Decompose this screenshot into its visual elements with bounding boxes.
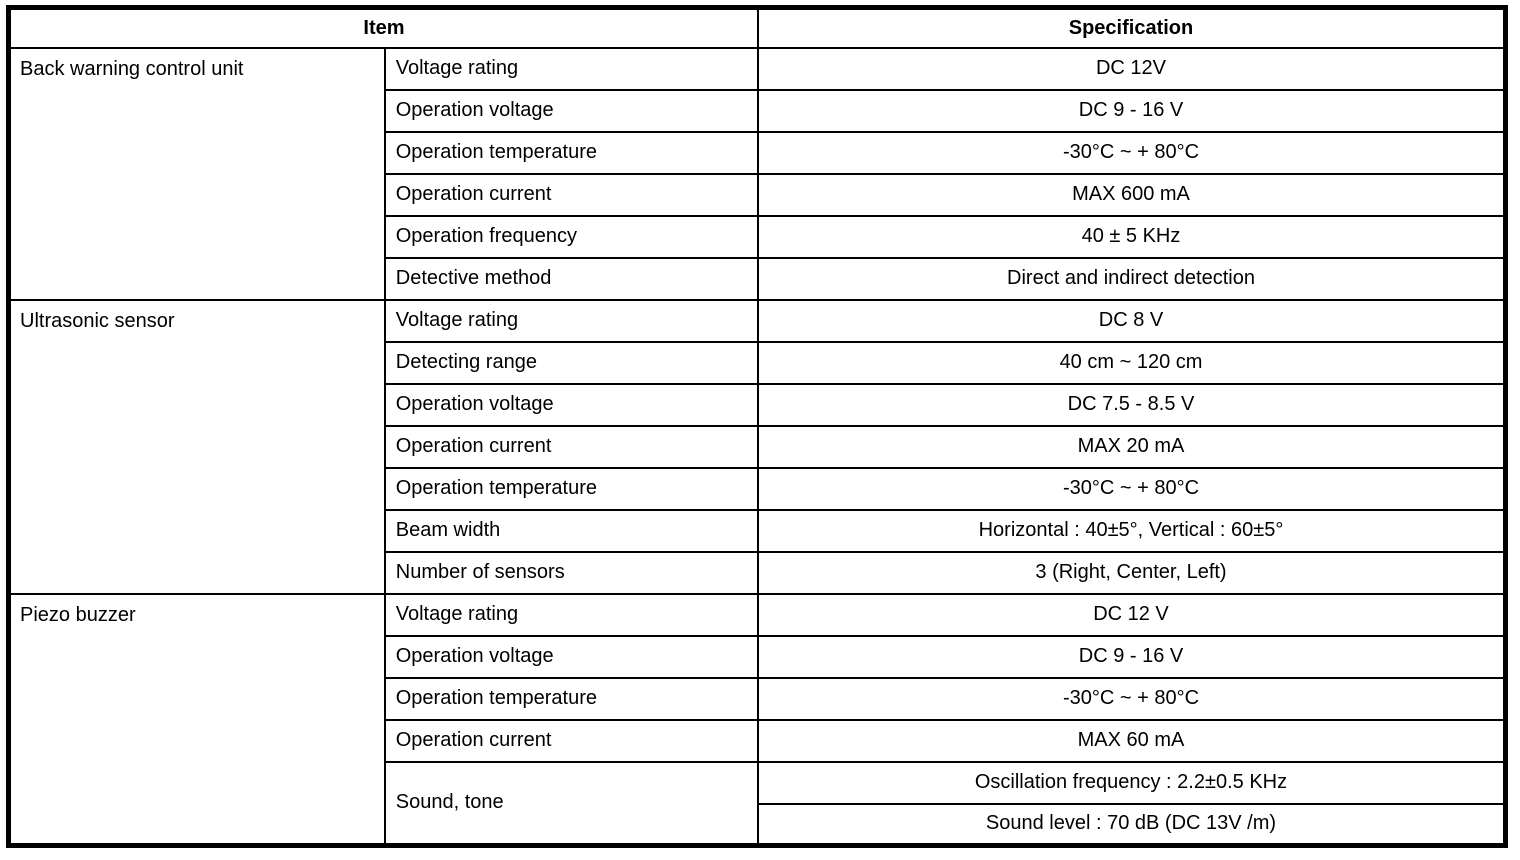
item-cell: Operation voltage <box>383 88 759 133</box>
spec-cell: -30°C ~ + 80°C <box>756 130 1507 175</box>
spec-cell: -30°C ~ + 80°C <box>756 466 1507 511</box>
spec-cell: DC 9 - 16 V <box>756 88 1507 133</box>
table-row: Sound, tone Oscillation frequency : 2.2±… <box>9 760 1507 847</box>
spec-cell: 40 cm ~ 120 cm <box>756 340 1507 385</box>
table-row: Beam width Horizontal : 40±5°, Vertical … <box>9 508 1507 553</box>
item-cell: Voltage rating <box>383 592 759 637</box>
spec-cell: DC 12 V <box>756 592 1507 637</box>
spec-cell: DC 9 - 16 V <box>756 634 1507 679</box>
table-row: Operation voltage DC 7.5 - 8.5 V <box>9 382 1507 427</box>
item-cell: Operation frequency <box>383 214 759 259</box>
group-cell-back-warning-control-unit: Back warning control unit <box>7 46 386 301</box>
item-cell: Beam width <box>383 508 759 553</box>
item-cell: Operation temperature <box>383 466 759 511</box>
table-row: Ultrasonic sensor Voltage rating DC 8 V <box>7 298 1507 595</box>
header-row: Item Specification <box>7 6 1507 49</box>
spec-cell: Horizontal : 40±5°, Vertical : 60±5° <box>756 508 1507 553</box>
table-row: Detective method Direct and indirect det… <box>9 256 1507 301</box>
spec-cell: 40 ± 5 KHz <box>756 214 1507 259</box>
spec-cell: DC 8 V <box>756 298 1507 343</box>
table-row: Operation current MAX 600 mA <box>9 172 1507 217</box>
spec-cell: Oscillation frequency : 2.2±0.5 KHz <box>756 760 1507 805</box>
item-cell: Number of sensors <box>383 550 759 595</box>
item-cell: Operation voltage <box>383 634 759 679</box>
item-cell: Operation current <box>383 172 759 217</box>
table-row: Operation current MAX 60 mA <box>9 718 1507 763</box>
item-cell: Detective method <box>383 256 759 301</box>
table-row: Operation temperature -30°C ~ + 80°C <box>9 676 1507 721</box>
spec-cell: MAX 60 mA <box>756 718 1507 763</box>
table-row: Detecting range 40 cm ~ 120 cm <box>9 340 1507 385</box>
group-cell-ultrasonic-sensor: Ultrasonic sensor <box>7 298 386 595</box>
table-row: Operation current MAX 20 mA <box>9 424 1507 469</box>
table-row: Operation temperature -30°C ~ + 80°C <box>9 466 1507 511</box>
item-cell: Operation current <box>383 718 759 763</box>
item-cell: Operation voltage <box>383 382 759 427</box>
item-cell: Operation temperature <box>383 130 759 175</box>
group-cell-piezo-buzzer: Piezo buzzer <box>7 592 386 847</box>
table-row: Back warning control unit Voltage rating… <box>7 46 1507 301</box>
spec-cell: DC 7.5 - 8.5 V <box>756 382 1507 427</box>
spec-cell: Direct and indirect detection <box>756 256 1507 301</box>
spec-cell: Sound level : 70 dB (DC 13V /m) <box>756 802 1507 847</box>
table-row: Piezo buzzer Voltage rating DC 12 V <box>7 592 1507 847</box>
table-row: Operation frequency 40 ± 5 KHz <box>9 214 1507 259</box>
table-row: Operation temperature -30°C ~ + 80°C <box>9 130 1507 175</box>
table-row: Sound level : 70 dB (DC 13V /m) <box>9 802 1507 847</box>
item-cell: Voltage rating <box>383 46 759 91</box>
specification-table: Item Specification Back warning control … <box>6 5 1508 848</box>
column-header-specification: Specification <box>756 6 1507 49</box>
table-row: Number of sensors 3 (Right, Center, Left… <box>9 550 1507 595</box>
column-header-item: Item <box>7 6 759 49</box>
item-cell: Operation temperature <box>383 676 759 721</box>
spec-cell: -30°C ~ + 80°C <box>756 676 1507 721</box>
spec-cell: MAX 20 mA <box>756 424 1507 469</box>
item-cell: Detecting range <box>383 340 759 385</box>
item-cell-sound-tone: Sound, tone <box>383 760 759 847</box>
table-row: Operation voltage DC 9 - 16 V <box>9 634 1507 679</box>
item-cell: Voltage rating <box>383 298 759 343</box>
table-row: Operation voltage DC 9 - 16 V <box>9 88 1507 133</box>
spec-cell: 3 (Right, Center, Left) <box>756 550 1507 595</box>
item-cell: Operation current <box>383 424 759 469</box>
spec-cell: MAX 600 mA <box>756 172 1507 217</box>
spec-cell: DC 12V <box>756 46 1507 91</box>
